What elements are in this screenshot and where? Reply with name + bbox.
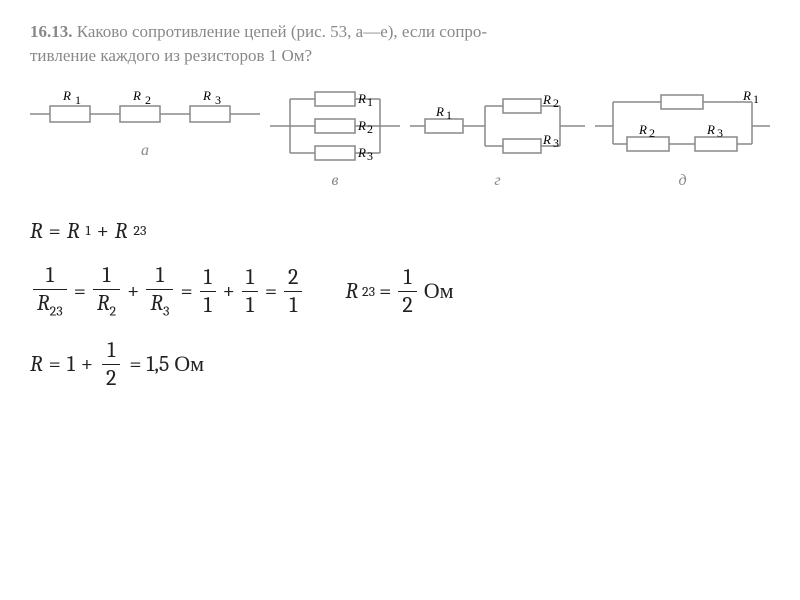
circuit-v-svg: R 1 R 2 R 3 [270, 86, 400, 166]
eq2-f5: 11 [242, 266, 258, 317]
circuit-v-r1-label: R [357, 91, 366, 106]
eq2-eq3: = [265, 278, 277, 304]
eq3-half: 12 [102, 339, 120, 390]
circuit-d-r1-sub: 1 [753, 92, 759, 106]
eq2-eq2: = [180, 278, 192, 304]
circuit-a-r2-sub: 2 [145, 93, 151, 107]
eq1-R: R [30, 218, 43, 244]
circuits-row: R 1 R 2 R 3 а R 1 R [30, 86, 770, 190]
eq3-R: R [30, 351, 43, 377]
circuit-g: R 1 R 2 R 3 г [410, 86, 585, 190]
circuit-a-r2-label: R [132, 88, 141, 103]
circuit-g-r2-label: R [542, 92, 551, 107]
eq2-f6: 21 [284, 266, 302, 317]
equations-block: R = R1 + R23 1 R23 = 1 R2 + 1 R3 = 11 [30, 218, 770, 390]
eq2-plus1: + [127, 278, 139, 304]
problem-text-2: тивление каждого из резисторов 1 Ом? [30, 46, 312, 65]
circuit-a-label: а [141, 142, 149, 160]
eq1-plus: + [97, 218, 109, 244]
circuit-v-r3-sub: 3 [367, 149, 373, 163]
circuit-g-r3-sub: 3 [553, 136, 559, 150]
eq2-right-group: R23 = 12 Ом [345, 266, 453, 317]
circuit-a-r1-label: R [62, 88, 71, 103]
circuit-g-r3-label: R [542, 132, 551, 147]
eq2-f4: 11 [200, 266, 216, 317]
circuit-v-r2-label: R [357, 118, 366, 133]
eq2-plus2: + [223, 278, 235, 304]
eq-line-3: R = 1 + 12 = 1,5 Ом [30, 339, 770, 390]
eq2-f2: 1 R2 [93, 264, 120, 319]
circuit-d: R 1 R 2 R 3 д [595, 86, 770, 190]
problem-text-1: Каково сопротивление цепей (рис. 53, а—е… [77, 22, 487, 41]
circuit-d-r3-sub: 3 [717, 126, 723, 140]
eq3-one: 1 [67, 351, 75, 377]
eq2-f3: 1 R3 [146, 264, 173, 319]
circuit-g-label: г [494, 172, 500, 190]
eq-line-1: R = R1 + R23 [30, 218, 770, 244]
eq2-unit: Ом [424, 278, 454, 304]
eq2-R23-sub: 23 [362, 283, 375, 300]
circuit-a-r3-sub: 3 [215, 93, 221, 107]
circuit-v-r3-label: R [357, 145, 366, 160]
circuit-a: R 1 R 2 R 3 а [30, 86, 260, 160]
circuit-v-r1-sub: 1 [367, 95, 373, 109]
eq2-f1: 1 R23 [33, 264, 67, 319]
circuit-g-r1-sub: 1 [446, 108, 452, 122]
circuit-v: R 1 R 2 R 3 в [270, 86, 400, 190]
eq1-R1-sub: 1 [85, 222, 90, 239]
eq2-left-group: 1 R23 = 1 R2 + 1 R3 = 11 + 11 = 21 [30, 264, 305, 319]
circuit-g-svg: R 1 R 2 R 3 [410, 86, 585, 166]
eq1-R1: R [67, 218, 80, 244]
circuit-d-svg: R 1 R 2 R 3 [595, 86, 770, 166]
circuit-d-r2-label: R [638, 122, 647, 137]
problem-number: 16.13. [30, 22, 73, 41]
eq3-eq: = [49, 351, 61, 377]
eq3-plus: + [81, 351, 93, 377]
circuit-d-label: д [678, 172, 686, 190]
eq3-result: = 1,5 Ом [129, 351, 204, 377]
eq-line-2: 1 R23 = 1 R2 + 1 R3 = 11 + 11 = 21 [30, 264, 770, 319]
eq2-eq4: = [379, 278, 391, 304]
eq2-half: 12 [398, 266, 416, 317]
eq1-R23-sub: 23 [133, 222, 146, 239]
eq2-R23: R [345, 278, 358, 304]
circuit-v-r2-sub: 2 [367, 122, 373, 136]
problem-statement: 16.13. Каково сопротивление цепей (рис. … [30, 20, 770, 68]
eq2-eq1: = [74, 278, 86, 304]
eq1-equals: = [49, 218, 61, 244]
circuit-a-svg: R 1 R 2 R 3 [30, 86, 260, 136]
circuit-d-r2-sub: 2 [649, 126, 655, 140]
circuit-d-r1-label: R [742, 88, 751, 103]
circuit-a-r1-sub: 1 [75, 93, 81, 107]
eq1-R23: R [115, 218, 128, 244]
circuit-d-r3-label: R [706, 122, 715, 137]
circuit-g-r2-sub: 2 [553, 96, 559, 110]
circuit-a-r3-label: R [202, 88, 211, 103]
circuit-v-label: в [332, 172, 339, 190]
circuit-g-r1-label: R [435, 104, 444, 119]
